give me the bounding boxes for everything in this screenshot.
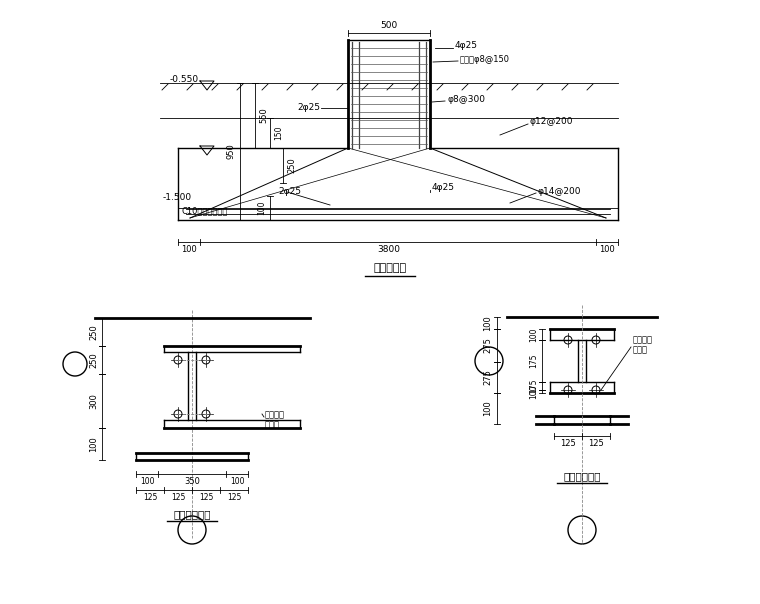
Text: 100: 100 xyxy=(140,477,154,486)
Text: 125: 125 xyxy=(560,439,576,448)
Text: 四肢箍φ8@150: 四肢箍φ8@150 xyxy=(460,56,510,65)
Text: 4φ25: 4φ25 xyxy=(455,42,478,51)
Text: 275: 275 xyxy=(483,370,492,385)
Text: φ12@200: φ12@200 xyxy=(530,118,574,126)
Text: 125: 125 xyxy=(226,492,241,501)
Text: 双螺帽: 双螺帽 xyxy=(633,345,648,355)
Text: 100: 100 xyxy=(181,245,197,254)
Text: 2φ25: 2φ25 xyxy=(278,187,301,196)
Text: 边柱锚栓定位: 边柱锚栓定位 xyxy=(173,509,211,519)
Text: 125: 125 xyxy=(143,492,157,501)
Text: 中柱锚栓定位: 中柱锚栓定位 xyxy=(563,471,600,481)
Text: 2φ25: 2φ25 xyxy=(297,103,320,112)
Text: 3800: 3800 xyxy=(378,245,401,254)
Text: C10素混凝土垫层: C10素混凝土垫层 xyxy=(182,207,228,216)
Text: 100: 100 xyxy=(599,245,615,254)
Text: -0.550: -0.550 xyxy=(170,74,199,83)
Text: 250: 250 xyxy=(90,352,99,368)
Text: 125: 125 xyxy=(199,492,214,501)
Text: 175: 175 xyxy=(530,379,539,393)
Text: 125: 125 xyxy=(171,492,185,501)
Text: 350: 350 xyxy=(184,477,200,486)
Text: 175: 175 xyxy=(530,354,539,368)
Text: 100: 100 xyxy=(90,436,99,452)
Text: 地脚螺栓: 地脚螺栓 xyxy=(265,411,285,420)
Text: 100: 100 xyxy=(258,201,267,215)
Text: 100: 100 xyxy=(530,327,539,342)
Text: φ8@300: φ8@300 xyxy=(447,95,485,104)
Text: 地脚螺栓: 地脚螺栓 xyxy=(633,335,653,344)
Text: 550: 550 xyxy=(259,108,268,123)
Text: 双螺帽: 双螺帽 xyxy=(265,420,280,429)
Text: φ14@200: φ14@200 xyxy=(538,187,581,196)
Text: 250: 250 xyxy=(90,324,99,340)
Text: 275: 275 xyxy=(483,338,492,353)
Text: 250: 250 xyxy=(287,158,296,173)
Text: -1.500: -1.500 xyxy=(163,193,192,202)
Text: 100: 100 xyxy=(230,477,244,486)
Text: 150: 150 xyxy=(274,126,283,140)
Text: 950: 950 xyxy=(226,144,236,159)
Text: 条基剖面图: 条基剖面图 xyxy=(373,263,407,273)
Text: 100: 100 xyxy=(483,400,492,416)
Text: 300: 300 xyxy=(90,393,99,409)
Text: 125: 125 xyxy=(588,439,604,448)
Text: 4φ25: 4φ25 xyxy=(432,184,455,193)
Text: 500: 500 xyxy=(380,22,397,30)
Text: 100: 100 xyxy=(530,384,539,399)
Text: 100: 100 xyxy=(483,315,492,331)
